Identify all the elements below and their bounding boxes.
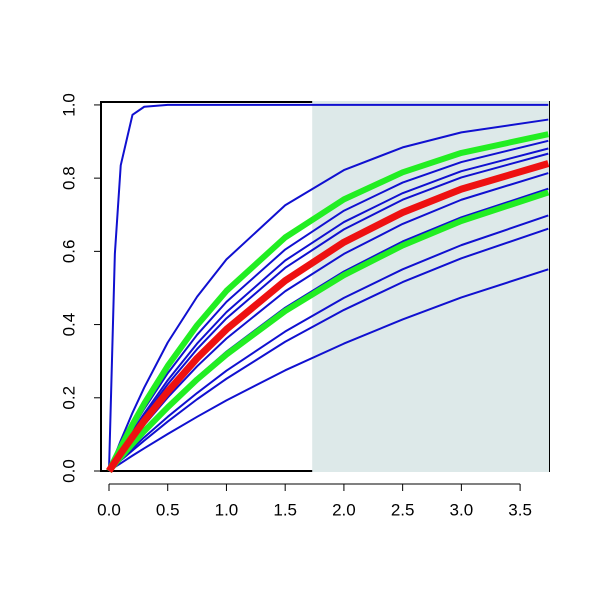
y-tick-label: 0.4 bbox=[59, 313, 78, 337]
x-tick-label: 1.0 bbox=[215, 500, 239, 519]
x-tick-label: 0.5 bbox=[156, 500, 180, 519]
series-line bbox=[106, 131, 549, 473]
series-line bbox=[108, 268, 549, 472]
y-tick-label: 0.8 bbox=[59, 166, 78, 190]
x-tick-label: 0.0 bbox=[97, 500, 121, 519]
series-line bbox=[108, 118, 549, 472]
plot-layer bbox=[106, 101, 549, 473]
x-tick-label: 3.0 bbox=[450, 500, 474, 519]
series-line bbox=[106, 160, 549, 473]
series-line bbox=[107, 103, 549, 472]
x-tick-label: 1.5 bbox=[273, 500, 297, 519]
x-tick-label: 2.5 bbox=[391, 500, 415, 519]
y-tick-label: 0.6 bbox=[59, 240, 78, 264]
y-tick-label: 0.0 bbox=[59, 459, 78, 483]
x-tick-label: 3.5 bbox=[508, 500, 532, 519]
y-tick-label: 0.2 bbox=[59, 386, 78, 410]
x-tick-label: 2.0 bbox=[332, 500, 356, 519]
y-tick-label: 1.0 bbox=[59, 93, 78, 117]
